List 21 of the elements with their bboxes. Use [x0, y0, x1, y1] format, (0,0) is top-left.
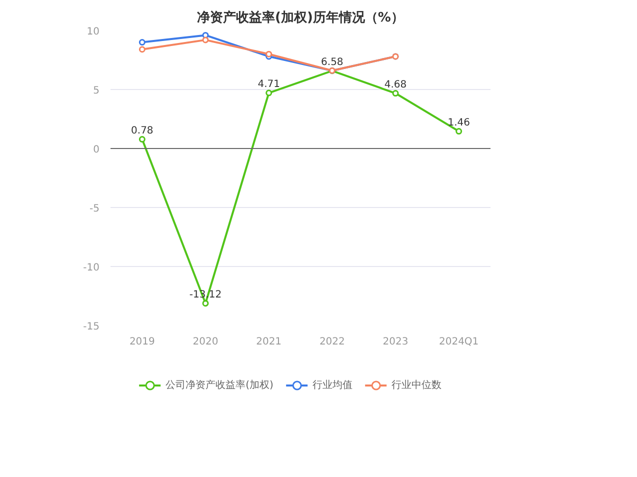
- x-tick-label: 2021: [256, 336, 282, 348]
- y-tick-label: 10: [86, 26, 100, 38]
- data-label: 4.68: [384, 79, 407, 90]
- chart-title: 净资产收益率(加权)历年情况（%）: [197, 10, 404, 26]
- y-tick-label: 5: [93, 86, 100, 96]
- data-label: 1.46: [448, 117, 470, 128]
- y-tick-label: 0: [93, 144, 100, 156]
- x-tick-label: 2023: [382, 336, 408, 348]
- y-tick-label: -10: [83, 262, 100, 274]
- data-label: 4.71: [258, 78, 280, 90]
- x-tick-label: 2024Q1: [438, 336, 479, 348]
- legend-label: 公司净资产收益率(加权): [166, 378, 274, 392]
- legend-label: 行业均值: [312, 378, 352, 392]
- data-label: 0.78: [131, 125, 154, 136]
- x-tick-label: 2020: [192, 336, 218, 348]
- x-tick-label: 2019: [129, 336, 155, 348]
- data-label: 6.58: [321, 56, 344, 68]
- y-tick-label: -5: [90, 204, 100, 214]
- x-tick-label: 2022: [319, 336, 345, 348]
- legend-label: 行业中位数: [391, 378, 442, 392]
- y-tick-label: -15: [83, 322, 100, 332]
